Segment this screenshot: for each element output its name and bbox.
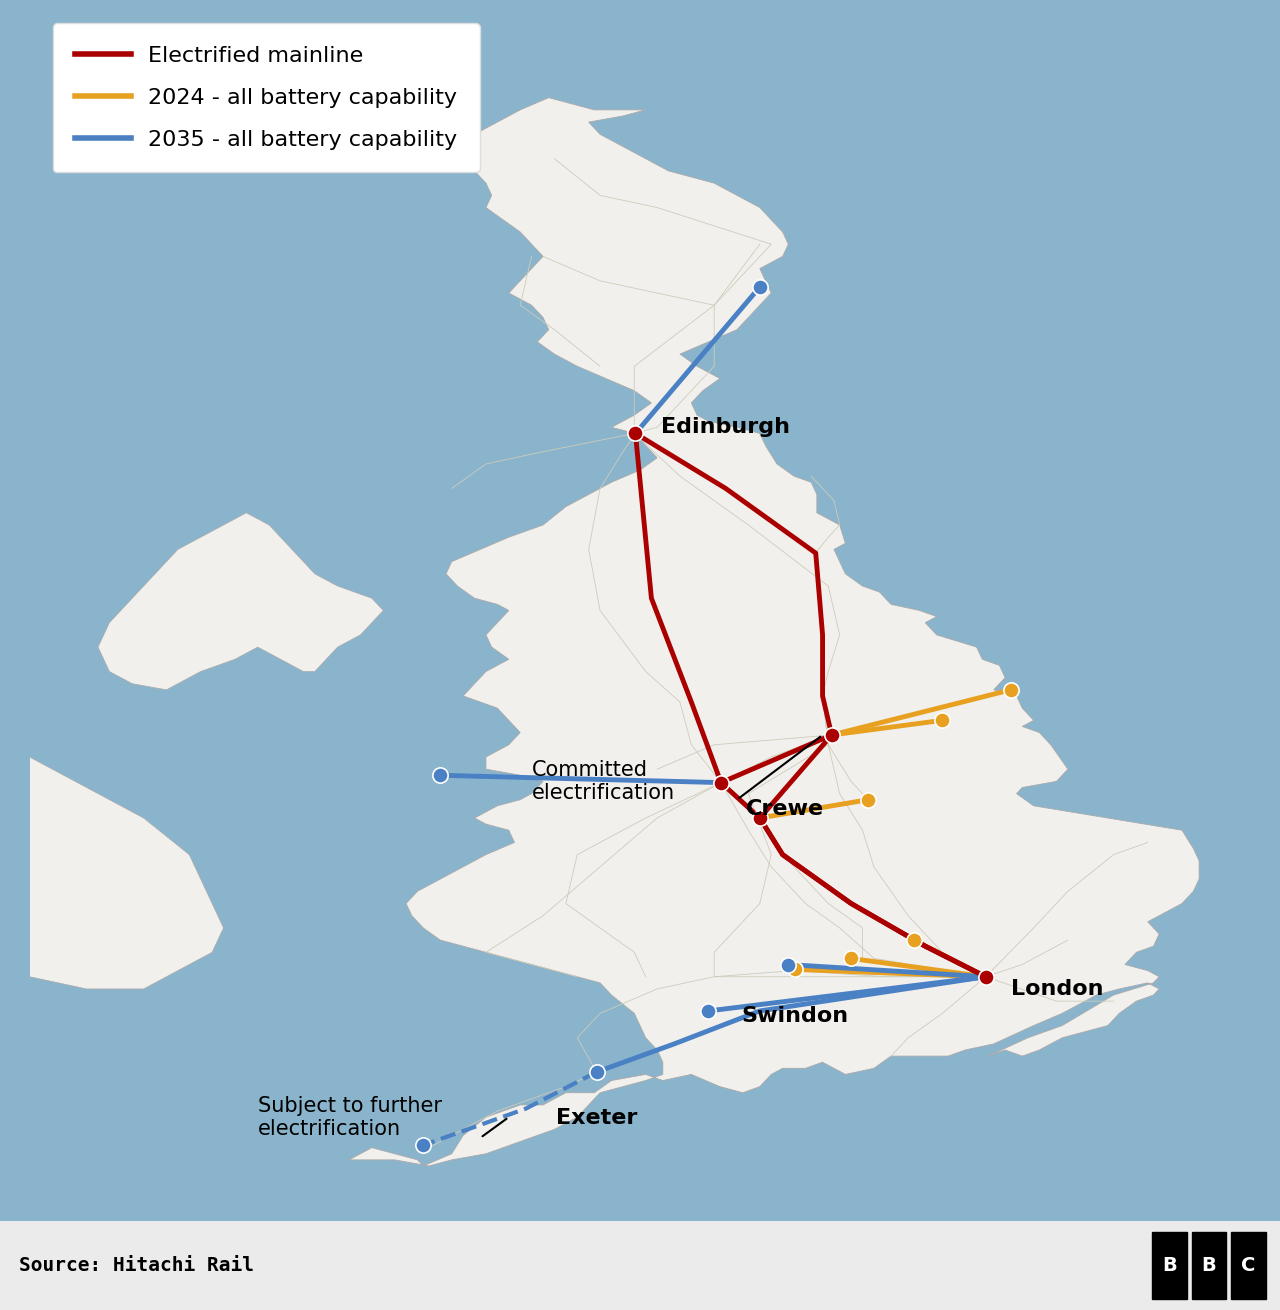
- Text: Source: Hitachi Rail: Source: Hitachi Rail: [19, 1256, 255, 1275]
- Polygon shape: [0, 586, 224, 989]
- Text: B: B: [1162, 1256, 1176, 1275]
- Text: Swindon: Swindon: [741, 1006, 849, 1026]
- Text: Committed
electrification: Committed electrification: [531, 760, 675, 803]
- Text: B: B: [1202, 1256, 1216, 1275]
- FancyBboxPatch shape: [1231, 1231, 1266, 1300]
- FancyBboxPatch shape: [1152, 1231, 1187, 1300]
- Legend: Electrified mainline, 2024 - all battery capability, 2035 - all battery capabili: Electrified mainline, 2024 - all battery…: [52, 24, 480, 172]
- Text: Crewe: Crewe: [746, 799, 824, 820]
- Text: C: C: [1242, 1256, 1256, 1275]
- Text: Edinburgh: Edinburgh: [660, 418, 790, 438]
- Text: Exeter: Exeter: [556, 1108, 637, 1128]
- Text: London: London: [1011, 979, 1103, 1000]
- Text: Subject to further
electrification: Subject to further electrification: [257, 1095, 442, 1138]
- Polygon shape: [349, 98, 1199, 1166]
- Polygon shape: [99, 512, 383, 690]
- FancyBboxPatch shape: [1192, 1231, 1226, 1300]
